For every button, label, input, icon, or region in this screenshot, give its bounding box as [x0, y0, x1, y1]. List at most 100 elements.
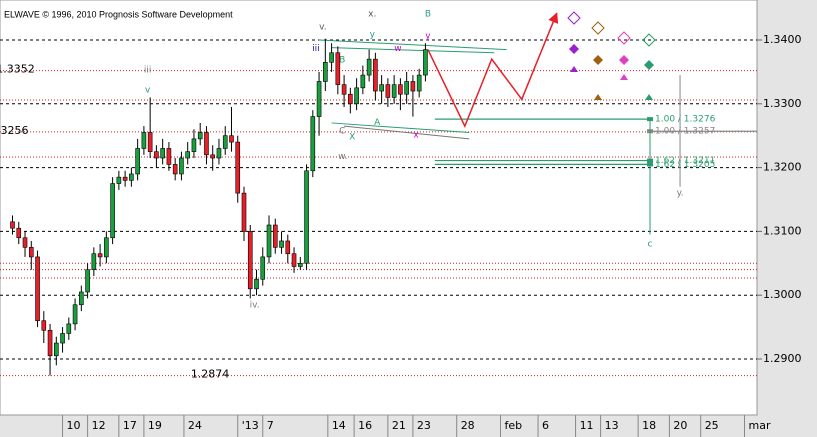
candle-body — [391, 84, 397, 98]
candle-body — [297, 262, 303, 267]
candle-body — [22, 237, 28, 248]
candle-body — [304, 170, 309, 264]
candle-body — [97, 253, 103, 258]
wave-label: y. — [677, 189, 684, 199]
level-label: 1.3256 — [0, 124, 28, 137]
candle-body — [360, 74, 366, 89]
plot-layer: 1.3352 1.3256 1.2874 1.00 / 1.3276 1.62 / 1.… — [0, 9, 757, 381]
candle-body — [398, 84, 403, 95]
candle-body — [266, 224, 272, 258]
wave-label: c — [648, 240, 653, 250]
candle-body — [141, 132, 147, 149]
candle-body — [423, 49, 428, 76]
candle-body — [154, 151, 159, 159]
plot-area — [0, 0, 758, 416]
wave-label: w — [394, 44, 401, 54]
candle-body — [116, 176, 122, 184]
candle-body — [197, 132, 203, 140]
wave-label: v — [145, 85, 151, 95]
x-tick-label: 16 — [358, 419, 372, 432]
candle-body — [172, 164, 178, 175]
y-tick-label: 1.3000 — [763, 288, 802, 301]
candle-body — [254, 278, 259, 290]
x-tick-label: 12 — [92, 419, 106, 432]
target-label: 1.62 / 1.3205 — [655, 160, 715, 170]
candle-body — [10, 221, 15, 229]
axes-layer: 1.3400 1.3300 1.3200 1.3100 1.3000 1.2900 10 12… — [62, 33, 802, 437]
candle-body — [204, 132, 209, 156]
candle-body — [241, 192, 247, 232]
candle-body — [16, 227, 22, 239]
candle-body — [247, 231, 253, 290]
candle-body — [229, 135, 234, 143]
candle-body — [60, 333, 65, 344]
candle-body — [366, 58, 372, 76]
candle-body — [222, 135, 228, 149]
x-tick-label: 6 — [542, 419, 549, 432]
candle-body — [279, 240, 284, 248]
target-label: 1.00 / 1.3276 — [655, 115, 716, 125]
level-label: 1.2874 — [191, 368, 230, 381]
wave-label: v. — [319, 23, 327, 33]
x-tick-label: 18 — [642, 419, 656, 432]
x-tick-label: 25 — [705, 419, 719, 432]
candle-body — [54, 342, 59, 357]
x-tick-label: 14 — [332, 419, 346, 432]
x-tick-label: 17 — [123, 419, 137, 432]
x-tick-label: 20 — [673, 419, 687, 432]
wave-label: iii — [312, 44, 320, 54]
channel-line — [331, 122, 470, 134]
candle-body — [129, 173, 134, 181]
x-tick-label: '13 — [242, 419, 259, 432]
x-tick-label: 10 — [67, 419, 81, 432]
candle-body — [66, 323, 72, 334]
wave-label: x. — [368, 9, 376, 19]
candle-body — [166, 148, 172, 165]
wave-label: y — [425, 32, 431, 42]
candle-body — [191, 138, 197, 152]
x-tick-label: 21 — [392, 419, 406, 432]
candle-body — [179, 157, 184, 175]
candle-body — [104, 237, 109, 258]
wave-label: C — [339, 127, 345, 137]
y-tick-label: 1.2900 — [763, 352, 802, 365]
candle-body — [416, 74, 422, 92]
candle-body — [329, 52, 334, 63]
x-tick-label: 13 — [605, 419, 619, 432]
projection-line — [427, 12, 559, 128]
candle-body — [323, 62, 328, 82]
wave-label: B — [425, 9, 431, 19]
x-tick-label: feb — [504, 419, 522, 432]
x-tick-label: 28 — [461, 419, 475, 432]
y-tick-label: 1.3400 — [763, 33, 802, 46]
y-tick-label: 1.3300 — [763, 97, 802, 110]
candle-body — [122, 176, 128, 181]
candle-body — [379, 84, 384, 92]
target-label: 1.62 / 1.3211 — [655, 156, 715, 166]
x-tick-label: 19 — [148, 419, 162, 432]
candle-body — [260, 256, 266, 280]
candle-body — [235, 141, 241, 194]
candle-body — [160, 148, 165, 159]
candle-body — [348, 93, 353, 105]
target-label: 1.00 / 1.3257 — [655, 127, 715, 137]
candle-body — [210, 154, 216, 159]
candle-body — [147, 132, 153, 152]
candle-body — [335, 52, 341, 85]
candle-body — [410, 81, 416, 92]
candle-body — [272, 224, 278, 248]
candle-body — [28, 247, 34, 258]
candle-body — [404, 81, 409, 95]
candle-body — [310, 116, 316, 172]
candle-body — [291, 253, 297, 267]
wave-label: X — [349, 132, 355, 142]
candle-body — [216, 148, 222, 159]
wave-label: iv. — [250, 300, 260, 310]
candle-body — [85, 269, 90, 293]
wave-label: w. — [338, 152, 347, 162]
level-label: 1.3352 — [0, 63, 35, 76]
x-tick-label: 24 — [188, 419, 202, 432]
channel-line — [344, 125, 470, 140]
